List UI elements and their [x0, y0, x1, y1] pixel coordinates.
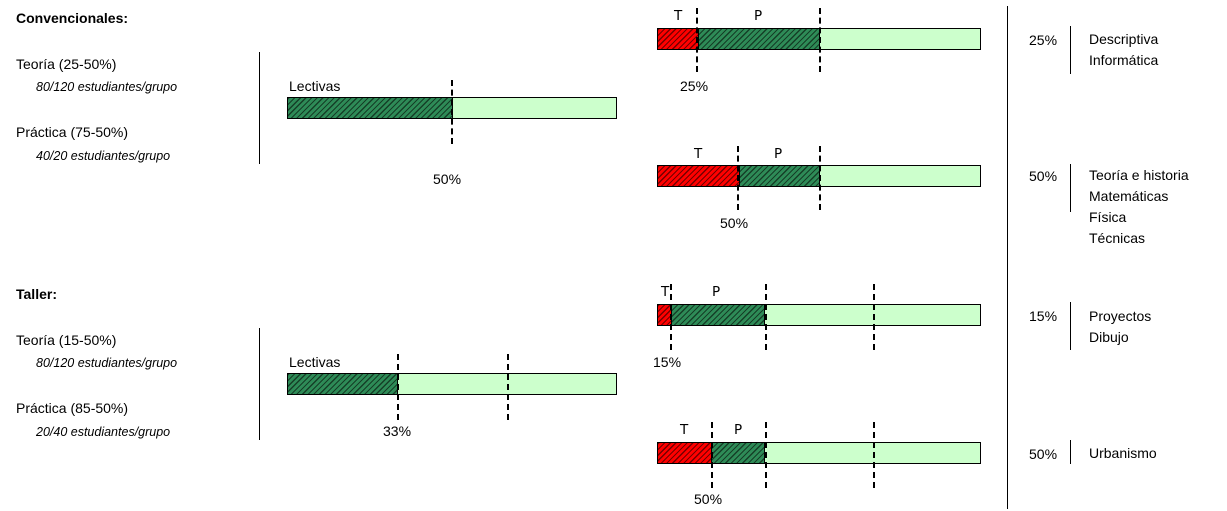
- taller-r1-pct-right: 15%: [1029, 308, 1058, 324]
- taller-divider: [259, 328, 260, 440]
- conv-right-divider: [1007, 6, 1008, 286]
- taller-r2-practice: [711, 443, 765, 463]
- conv-lectivas-fill: [288, 98, 452, 118]
- taller-r1-bar: [657, 304, 981, 326]
- taller-lectivas-fill: [288, 374, 398, 394]
- taller-right-divider: [1007, 283, 1008, 509]
- conv-r1-practice: [698, 29, 819, 49]
- subject-item: Teoría e historia: [1089, 167, 1189, 183]
- taller-practica-sub: 20/40 estudiantes/grupo: [36, 425, 171, 439]
- taller-r1-theory: [658, 305, 671, 325]
- subject-item: Descriptiva: [1089, 31, 1159, 47]
- taller-r1-pct: 15%: [653, 354, 682, 370]
- taller-lectivas-pct: 33%: [383, 423, 412, 439]
- conv-divider: [259, 52, 260, 164]
- conv-lectivas-marker: [451, 80, 453, 144]
- conv-r1-pct: 25%: [680, 78, 709, 94]
- taller-r1-subjects: Proyectos Dibujo: [1089, 306, 1151, 348]
- taller-r2-theory: [658, 443, 712, 463]
- taller-r2-p-label: P: [734, 422, 743, 438]
- subject-item: Técnicas: [1089, 230, 1146, 246]
- conv-r1-pct-right: 25%: [1029, 32, 1058, 48]
- taller-practica-label: Práctica (85-50%): [16, 400, 129, 416]
- subject-item: Matemáticas: [1089, 188, 1169, 204]
- subject-item: Urbanismo: [1089, 445, 1157, 461]
- taller-r2-t-label: T: [680, 422, 689, 438]
- conv-teoria-label: Teoría (25-50%): [16, 56, 117, 72]
- conv-r2-pct: 50%: [720, 215, 749, 231]
- conv-r1-bar: [657, 28, 981, 50]
- subject-item: Física: [1089, 209, 1127, 225]
- taller-r2-pct: 50%: [694, 491, 723, 507]
- taller-r2-bar: [657, 442, 981, 464]
- taller-lectivas-bar: [287, 373, 617, 395]
- taller-lectivas-marker: [397, 354, 399, 420]
- conv-r1-t-label: T: [674, 8, 683, 24]
- taller-title: Taller:: [16, 286, 57, 302]
- taller-r2-subjects: Urbanismo: [1089, 443, 1157, 464]
- subject-item: Informática: [1089, 52, 1159, 68]
- taller-teoria-sub: 80/120 estudiantes/grupo: [36, 356, 178, 370]
- conv-r2-t-label: T: [694, 146, 703, 162]
- subject-item: Proyectos: [1089, 308, 1152, 324]
- conv-r1-p-label: P: [754, 8, 763, 24]
- taller-r1-practice: [670, 305, 765, 325]
- conv-lectivas-pct: 50%: [433, 171, 462, 187]
- taller-lectivas-label: Lectivas: [289, 354, 341, 370]
- conv-r1-theory: [658, 29, 699, 49]
- convencionales-title: Convencionales:: [16, 10, 129, 26]
- conv-r2-subjects: Teoría e historia Matemáticas Física Téc…: [1089, 165, 1189, 249]
- conv-r2-pct-right: 50%: [1029, 168, 1058, 184]
- conv-teoria-sub: 80/120 estudiantes/grupo: [36, 80, 178, 94]
- taller-r2-pct-right: 50%: [1029, 446, 1058, 462]
- conv-practica-sub: 40/20 estudiantes/grupo: [36, 149, 171, 163]
- conv-lectivas-label: Lectivas: [289, 78, 341, 94]
- conv-r2-practice: [738, 166, 819, 186]
- taller-r1-p-label: P: [712, 284, 721, 300]
- subject-item: Dibujo: [1089, 329, 1129, 345]
- conv-r2-p-label: P: [774, 146, 783, 162]
- conv-r2-theory: [658, 166, 739, 186]
- taller-r1-t-label: T: [661, 284, 670, 300]
- conv-r1-subjects: Descriptiva Informática: [1089, 29, 1158, 71]
- taller-teoria-label: Teoría (15-50%): [16, 332, 117, 348]
- conv-practica-label: Práctica (75-50%): [16, 124, 129, 140]
- conv-lectivas-bar: [287, 97, 617, 119]
